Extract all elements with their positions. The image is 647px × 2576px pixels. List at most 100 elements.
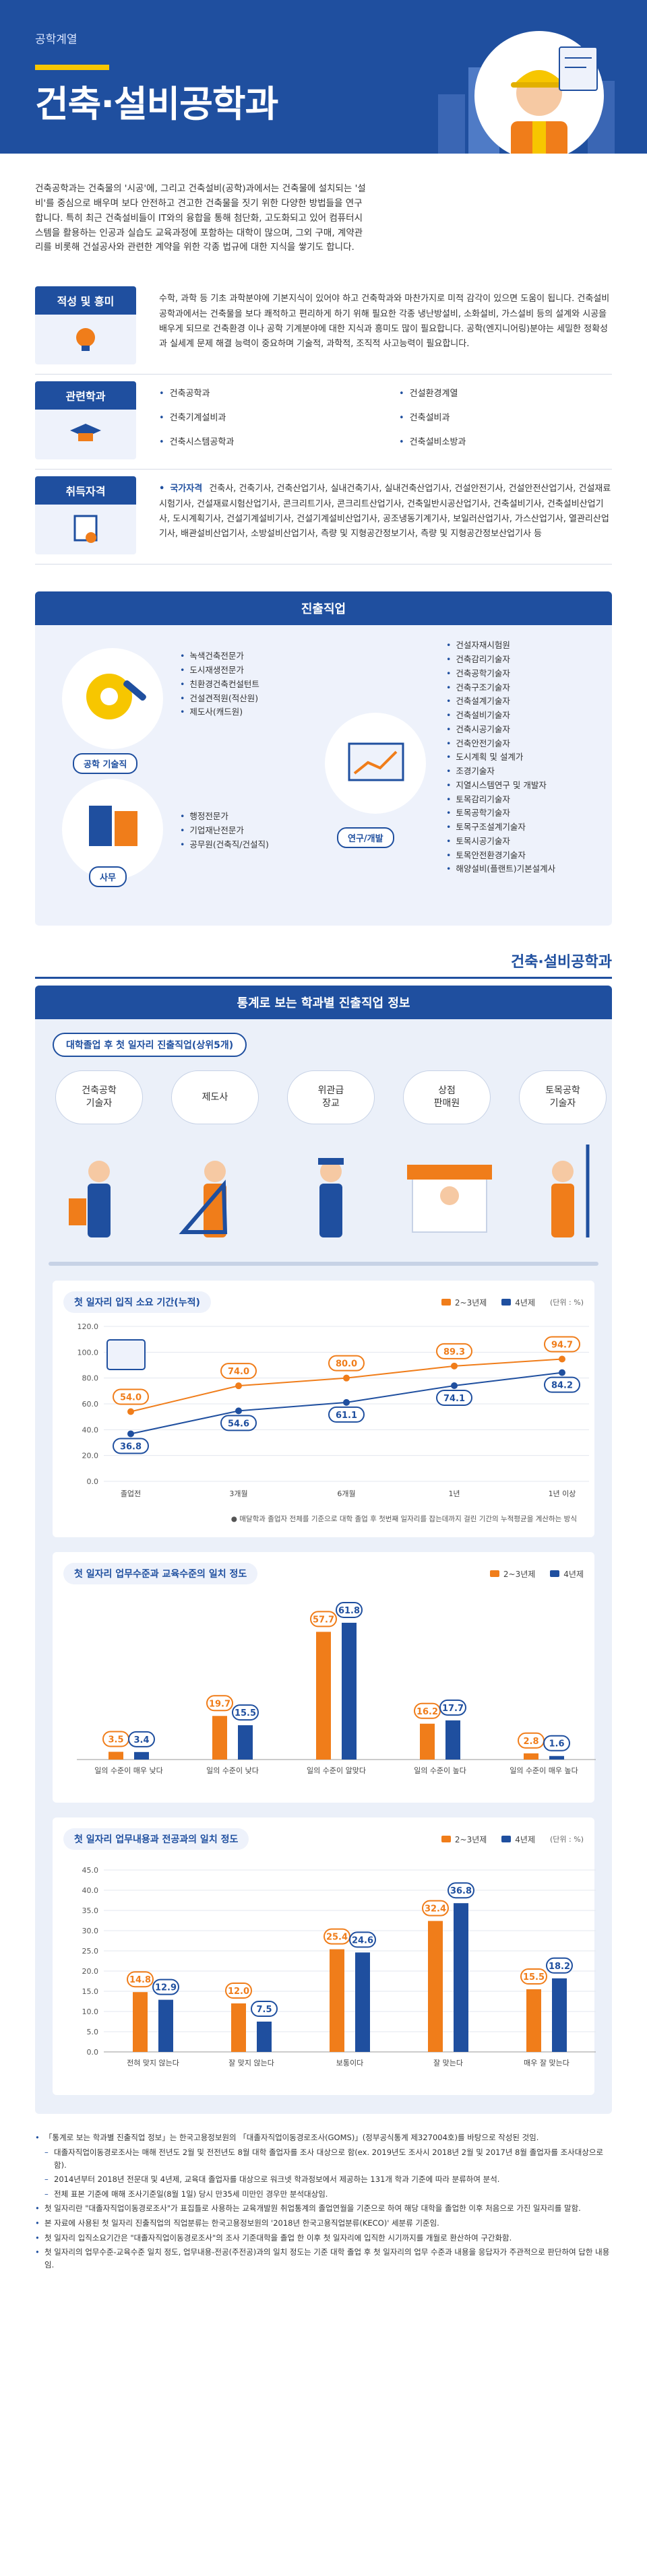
- certificate-icon: [35, 505, 136, 555]
- x-tick-label: 1년: [448, 1489, 460, 1498]
- bar-a: [316, 1632, 331, 1760]
- x-tick-label: 3개월: [229, 1489, 247, 1498]
- group-label-office: 사무: [89, 866, 127, 888]
- legend-label-b: 4년제: [563, 1569, 584, 1579]
- data-label-bg: [113, 1388, 149, 1405]
- office-job-list: 행정전문가 기업재난전문가 공무원(건축직/건설직): [180, 810, 268, 851]
- lightbulb-icon: [35, 315, 136, 365]
- license-list: 건축사, 건축기사, 건축산업기사, 실내건축기사, 실내건축산업기사, 건설안…: [159, 484, 611, 540]
- data-label: 36.8: [120, 1442, 142, 1452]
- data-label: 32.4: [425, 1904, 446, 1914]
- footnote-item: 첫 일자리의 업무수준-교육수준 일치 정도, 업무내용-전공(주전공)과의 일…: [35, 2246, 612, 2271]
- data-point: [343, 1374, 350, 1382]
- related-list: 건축공학과 건설환경계열 건축기계설비과 건축설비과 건축시스템공학과 건축설비…: [143, 381, 612, 459]
- data-point: [451, 1382, 458, 1390]
- bar-b: [238, 1725, 253, 1760]
- group-label-engineering: 공학 기술직: [73, 753, 138, 775]
- top-job-bubble: 토목공학 기술자: [519, 1070, 607, 1125]
- data-label: 18.2: [549, 1962, 570, 1972]
- engineer-illustration: [438, 31, 615, 154]
- related-item: 건축시스템공학과: [159, 435, 372, 459]
- data-label: 61.8: [338, 1606, 360, 1616]
- x-tick-label: 잘 맞는다: [433, 2059, 463, 2067]
- license-text: 국가자격 건축사, 건축기사, 건축산업기사, 실내건축기사, 실내건축산업기사…: [143, 476, 612, 554]
- data-point: [235, 1382, 242, 1390]
- data-point: [127, 1430, 134, 1438]
- top-job-bubble: 건축공학 기술자: [55, 1070, 143, 1125]
- data-point: [127, 1408, 134, 1415]
- bar-a: [133, 1992, 148, 2053]
- y-tick-label: 100.0: [78, 1349, 99, 1357]
- data-label: 19.7: [209, 1700, 230, 1710]
- footnote-item: 첫 일자리 입직소요기간은 "대졸자직업이동경로조사"의 조사 기준대학을 졸업…: [35, 2232, 612, 2245]
- y-tick-label: 35.0: [82, 1906, 99, 1915]
- legend-label-b: 4년제: [515, 1834, 536, 1844]
- footnote-item: 2014년부터 2018년 전문대 및 4년제, 교육대 졸업자를 대상으로 워…: [35, 2173, 612, 2186]
- data-label-bg: [310, 1611, 337, 1628]
- related-item: 건축기계설비과: [159, 411, 372, 435]
- data-label: 3.4: [133, 1735, 149, 1745]
- job-item: 제도사(캐드원): [180, 705, 259, 719]
- data-label-bg: [543, 1735, 570, 1752]
- data-label-bg: [127, 1971, 154, 1988]
- data-label-bg: [328, 1355, 365, 1372]
- job-item: 해양설비(플랜트)기본설계사: [446, 862, 555, 876]
- chart2-title: 첫 일자리 업무수준과 교육수준의 일치 정도: [63, 1563, 258, 1585]
- top-job-bubble: 제도사: [171, 1070, 259, 1125]
- category-label: 공학계열: [35, 33, 78, 46]
- data-label: 94.7: [551, 1341, 573, 1351]
- top-job-label: 건축공학 기술자: [82, 1085, 117, 1109]
- y-tick-label: 40.0: [82, 1426, 99, 1435]
- data-label: 54.6: [228, 1419, 249, 1429]
- data-point: [235, 1407, 242, 1415]
- data-label-bg: [544, 1376, 580, 1393]
- job-item: 토목구조설계기술자: [446, 820, 555, 835]
- y-tick-label: 20.0: [82, 1967, 99, 1976]
- data-label: 57.7: [313, 1615, 334, 1625]
- data-point: [451, 1363, 458, 1370]
- x-tick-label: 졸업전: [121, 1489, 141, 1498]
- top-job-label: 토목공학 기술자: [545, 1085, 580, 1109]
- job-item: 지열시스템연구 및 개발자: [446, 779, 555, 793]
- bar-b: [445, 1720, 460, 1760]
- data-label: 15.5: [523, 1972, 545, 1983]
- chart3-legend: 2~3년제 4년제 (단위 : %): [441, 1834, 584, 1845]
- job-item: 건설자재시험원: [446, 639, 555, 653]
- job-item: 건축설비기술자: [446, 709, 555, 723]
- page-title: 건축·설비공학과: [35, 83, 278, 125]
- legend-label-b: 4년제: [515, 1297, 536, 1308]
- aptitude-label: 적성 및 흥미: [35, 286, 136, 315]
- engineering-gear-icon: [62, 648, 163, 750]
- y-tick-label: 80.0: [82, 1374, 99, 1383]
- x-tick-label: 일의 수준이 낮다: [206, 1766, 259, 1775]
- footnote-item: 「통계로 보는 학과별 진출직업 정보」는 한국고용정보원의 「대졸자직업이동경…: [35, 2131, 612, 2144]
- legend-item-a: 2~3년제: [441, 1834, 487, 1845]
- title-accent-bar: [35, 65, 109, 70]
- worker-figures: [69, 1145, 590, 1238]
- y-tick-label: 15.0: [82, 1987, 99, 1996]
- major-info: 적성 및 흥미 수학, 과학 등 기초 과학분야에 기본지식이 있어야 하고 건…: [35, 280, 612, 565]
- career-groups: 공학 기술직 녹색건축전문가 도시재생전문가 친환경건축컨설턴트 건설견적원(적…: [35, 625, 612, 895]
- legend-label-a: 2~3년제: [454, 1834, 487, 1844]
- bar-b: [134, 1752, 149, 1760]
- data-label-bg: [422, 1900, 449, 1917]
- data-label: 54.0: [120, 1393, 142, 1403]
- data-label: 7.5: [256, 2005, 272, 2015]
- footnote-item: 대졸자직업이동경로조사는 매해 전년도 2월 및 전전년도 8월 대학 졸업자를…: [35, 2146, 612, 2171]
- footnotes: 「통계로 보는 학과별 진출직업 정보」는 한국고용정보원의 「대졸자직업이동경…: [35, 2131, 612, 2271]
- officer-figure: [318, 1158, 344, 1238]
- data-label: 17.7: [442, 1704, 464, 1714]
- data-point: [343, 1399, 350, 1407]
- data-label-bg: [436, 1390, 472, 1407]
- data-label-bg: [206, 1695, 233, 1712]
- career-section: 진출직업 공학 기술직 녹색건축전문가 도시재생전문가 친환경건축컨설턴트 건설…: [35, 591, 612, 926]
- data-label-bg: [520, 1968, 547, 1985]
- job-item: 토목공학기술자: [446, 806, 555, 820]
- stats-title: 통계로 보는 학과별 진출직업 정보: [35, 986, 612, 1020]
- bar-a: [420, 1724, 435, 1760]
- data-label: 1.6: [549, 1739, 564, 1749]
- data-label: 14.8: [129, 1975, 151, 1985]
- legend-item-b: 4년제: [501, 1834, 535, 1845]
- data-label: 36.8: [450, 1886, 472, 1896]
- license-row: 취득자격 국가자격 건축사, 건축기사, 건축산업기사, 실내건축기사, 실내건…: [35, 470, 612, 565]
